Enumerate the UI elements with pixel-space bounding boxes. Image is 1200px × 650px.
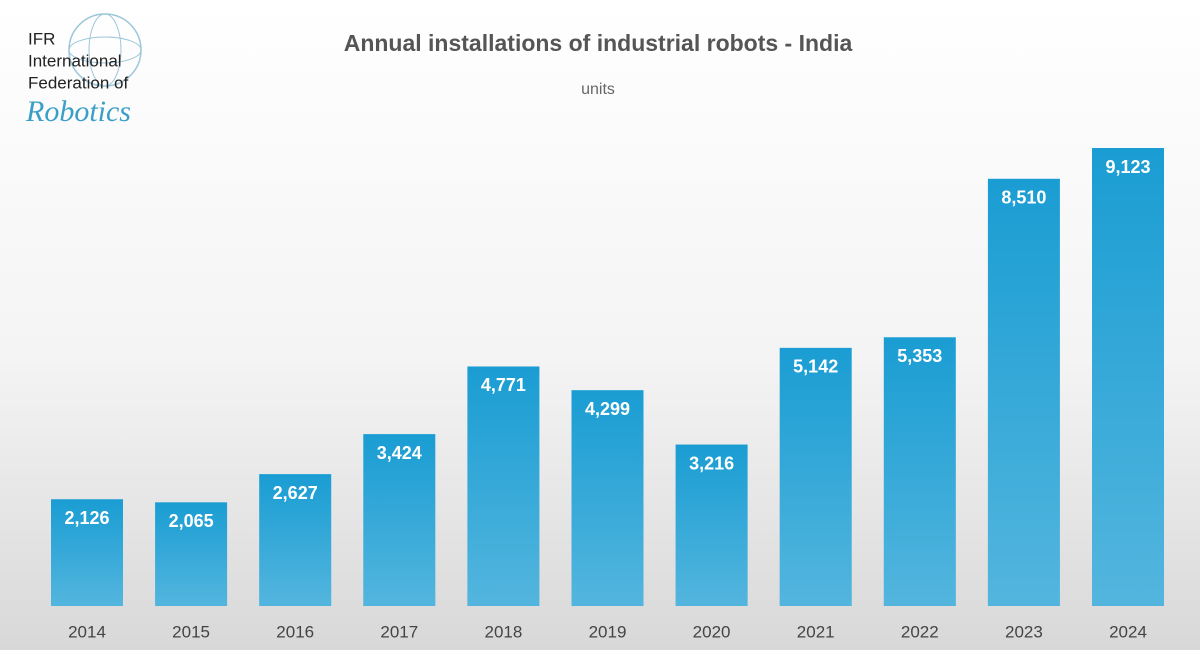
x-tick-label: 2021 <box>797 622 835 641</box>
bar-sheen <box>155 502 228 606</box>
value-label: 4,299 <box>585 399 630 419</box>
x-tick-label: 2019 <box>589 622 627 641</box>
value-label: 3,216 <box>689 453 734 473</box>
x-tick-label: 2017 <box>380 622 418 641</box>
x-tick-label: 2016 <box>276 622 314 641</box>
bar-sheen <box>1092 148 1164 606</box>
value-label: 2,126 <box>64 508 109 528</box>
bar-sheen <box>363 434 436 606</box>
value-label: 3,424 <box>377 443 422 463</box>
bar-sheen <box>467 366 540 606</box>
bar-sheen <box>883 337 956 606</box>
bar-sheen <box>779 347 852 606</box>
value-label: 2,065 <box>169 511 214 531</box>
bar-sheen <box>675 444 748 606</box>
value-label: 5,142 <box>793 357 838 377</box>
bar-sheen <box>987 178 1060 607</box>
x-tick-label: 2020 <box>693 622 731 641</box>
chart-title: Annual installations of industrial robot… <box>344 30 853 56</box>
x-tick-label: 2023 <box>1005 622 1043 641</box>
value-label: 8,510 <box>1001 188 1046 208</box>
logo-text: Federation of <box>28 73 128 92</box>
value-label: 4,771 <box>481 375 526 395</box>
value-label: 2,627 <box>273 483 318 503</box>
x-tick-label: 2014 <box>68 622 106 641</box>
x-tick-label: 2018 <box>484 622 522 641</box>
logo-globe-line <box>68 36 142 64</box>
logo-globe-line <box>88 13 122 87</box>
value-label: 5,353 <box>897 346 942 366</box>
value-label: 9,123 <box>1105 157 1150 177</box>
logo-script: Robotics <box>25 95 131 128</box>
bar-sheen <box>571 390 644 606</box>
logo-text: IFR <box>28 29 55 48</box>
bar-sheen <box>51 499 123 606</box>
logo: IFR International Federation of Robotics <box>25 13 142 128</box>
bar-sheen <box>259 474 332 606</box>
x-tick-label: 2015 <box>172 622 210 641</box>
logo-text: International <box>28 51 122 70</box>
x-tick-label: 2024 <box>1109 622 1147 641</box>
x-tick-label: 2022 <box>901 622 939 641</box>
chart-subtitle: units <box>581 81 615 98</box>
